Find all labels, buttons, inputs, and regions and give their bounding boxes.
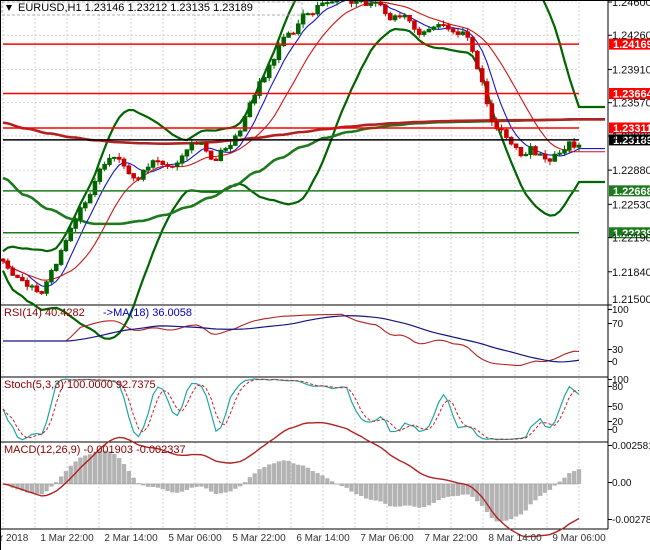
svg-text:5 Mar 22:00: 5 Mar 22:00 xyxy=(232,533,286,544)
svg-text:0.00: 0.00 xyxy=(612,478,632,489)
svg-text:1.22530: 1.22530 xyxy=(612,199,650,211)
svg-text:50: 50 xyxy=(612,402,624,413)
svg-text:1.23230: 1.23230 xyxy=(612,131,650,143)
svg-text:0.002581: 0.002581 xyxy=(612,441,650,452)
svg-text:1.23910: 1.23910 xyxy=(612,64,650,76)
svg-text:1.22668: 1.22668 xyxy=(613,186,650,198)
svg-text:5 Mar 06:00: 5 Mar 06:00 xyxy=(168,533,222,544)
svg-text:8 Mar 14:00: 8 Mar 14:00 xyxy=(488,533,542,544)
svg-text:1.24600: 1.24600 xyxy=(612,0,650,9)
svg-text:1 Mar 2018: 1 Mar 2018 xyxy=(0,533,29,544)
svg-text:1 Mar 22:00: 1 Mar 22:00 xyxy=(40,533,94,544)
svg-text:7 Mar 06:00: 7 Mar 06:00 xyxy=(360,533,414,544)
svg-text:EURUSD,H1 1.23146 1.23212 1.2: EURUSD,H1 1.23146 1.23212 1.23135 1.2318… xyxy=(18,2,253,14)
svg-text:1.22190: 1.22190 xyxy=(612,233,650,245)
svg-text:-0.002781: -0.002781 xyxy=(612,515,650,526)
svg-text:1.23570: 1.23570 xyxy=(612,98,650,110)
svg-text:Stoch(5,3,3) 100.0000 92.7375: Stoch(5,3,3) 100.0000 92.7375 xyxy=(4,379,156,391)
svg-text:2 Mar 14:00: 2 Mar 14:00 xyxy=(104,533,158,544)
svg-text:6 Mar 14:00: 6 Mar 14:00 xyxy=(296,533,350,544)
svg-text:->MA(18) 36.0058: ->MA(18) 36.0058 xyxy=(103,307,192,319)
svg-text:RSI(14) 40.4282: RSI(14) 40.4282 xyxy=(4,307,85,319)
svg-text:7 Mar 22:00: 7 Mar 22:00 xyxy=(424,533,478,544)
svg-text:1.21840: 1.21840 xyxy=(612,267,650,279)
svg-text:0: 0 xyxy=(612,425,618,436)
svg-text:1.22880: 1.22880 xyxy=(612,165,650,177)
svg-text:1.24260: 1.24260 xyxy=(612,30,650,42)
svg-text:MACD(12,26,9) -0.001903 -0.002: MACD(12,26,9) -0.001903 -0.002337 xyxy=(4,444,186,456)
svg-text:30: 30 xyxy=(612,345,624,356)
svg-text:0: 0 xyxy=(612,357,618,368)
svg-text:80: 80 xyxy=(612,382,624,393)
svg-text:9 Mar 06:00: 9 Mar 06:00 xyxy=(552,533,606,544)
svg-text:70: 70 xyxy=(612,319,624,330)
svg-text:100: 100 xyxy=(612,305,629,316)
